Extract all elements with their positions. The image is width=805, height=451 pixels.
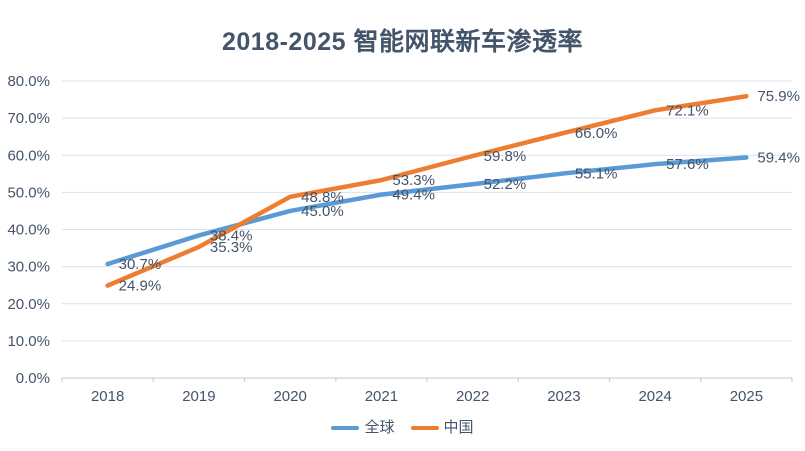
y-tick-label: 0.0% xyxy=(16,370,50,387)
y-tick-label: 80.0% xyxy=(7,73,50,90)
legend-label-china: 中国 xyxy=(443,419,474,436)
data-label-series-1: 75.9% xyxy=(757,88,800,105)
data-label-series-1: 48.8% xyxy=(301,189,344,206)
data-label-series-0: 45.0% xyxy=(301,203,344,220)
x-tick-label: 2025 xyxy=(730,388,763,405)
x-tick-label: 2022 xyxy=(456,388,489,405)
data-label-series-1: 24.9% xyxy=(119,278,162,295)
y-tick-label: 20.0% xyxy=(7,296,50,313)
data-label-series-0: 57.6% xyxy=(666,156,709,173)
legend: 全球 中国 xyxy=(0,419,805,437)
y-tick-label: 50.0% xyxy=(7,184,50,201)
legend-item-global: 全球 xyxy=(331,419,395,437)
data-label-series-1: 59.8% xyxy=(484,148,527,165)
legend-line-swatch-china xyxy=(410,426,439,430)
y-tick-label: 30.0% xyxy=(7,259,50,276)
data-label-series-0: 52.2% xyxy=(484,176,527,193)
data-label-series-0: 59.4% xyxy=(757,149,800,166)
series-line-0 xyxy=(105,155,749,267)
y-tick-label: 60.0% xyxy=(7,147,50,164)
x-tick-label: 2019 xyxy=(182,388,215,405)
legend-label-global: 全球 xyxy=(364,419,395,436)
y-tick-label: 10.0% xyxy=(7,333,50,350)
data-label-series-1: 72.1% xyxy=(666,102,709,119)
y-tick-label: 70.0% xyxy=(7,110,50,127)
x-tick-label: 2023 xyxy=(547,388,580,405)
legend-item-china: 中国 xyxy=(410,419,474,437)
legend-line-swatch-global xyxy=(331,426,360,430)
data-label-series-0: 55.1% xyxy=(575,165,618,182)
series-line-1 xyxy=(105,93,749,288)
data-label-series-1: 66.0% xyxy=(575,125,618,142)
data-label-series-1: 53.3% xyxy=(392,172,435,189)
x-tick-label: 2021 xyxy=(365,388,398,405)
x-tick-label: 2020 xyxy=(273,388,306,405)
chart-title: 2018-2025 智能网联新车渗透率 xyxy=(221,28,583,56)
data-label-series-0: 30.7% xyxy=(119,256,162,273)
data-label-series-1: 35.3% xyxy=(210,239,253,256)
data-label-series-0: 38.4% xyxy=(210,227,253,244)
x-tick-label: 2024 xyxy=(638,388,671,405)
x-tick-label: 2018 xyxy=(91,388,124,405)
y-tick-label: 40.0% xyxy=(7,222,50,239)
data-label-series-0: 49.4% xyxy=(392,187,435,204)
